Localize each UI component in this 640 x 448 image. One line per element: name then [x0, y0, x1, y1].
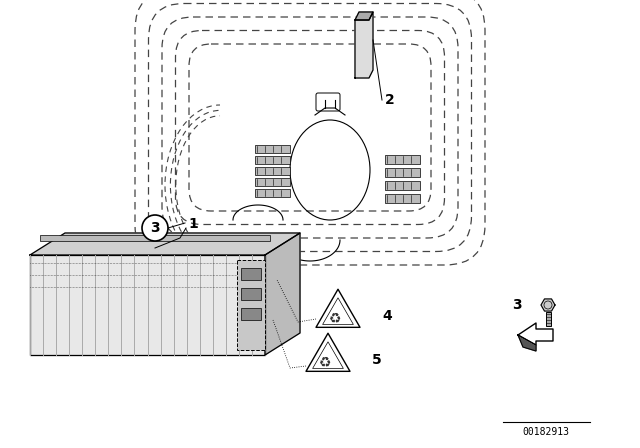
Text: 00182913: 00182913	[522, 427, 570, 437]
Bar	[241, 268, 261, 280]
Polygon shape	[312, 342, 344, 368]
Text: 5: 5	[372, 353, 381, 367]
Bar	[255, 145, 290, 153]
Polygon shape	[323, 298, 353, 324]
Polygon shape	[30, 233, 300, 255]
Text: ♻: ♻	[329, 312, 341, 326]
Bar	[385, 168, 420, 177]
Bar	[385, 155, 420, 164]
Bar	[241, 288, 261, 300]
Bar	[385, 181, 420, 190]
Polygon shape	[541, 299, 555, 311]
Text: 4: 4	[382, 309, 392, 323]
Bar	[385, 194, 420, 203]
Circle shape	[142, 215, 168, 241]
Polygon shape	[306, 333, 350, 371]
Text: ♻: ♻	[319, 356, 332, 370]
Bar	[255, 178, 290, 186]
Bar	[255, 167, 290, 175]
Bar	[255, 156, 290, 164]
Polygon shape	[355, 12, 373, 20]
Polygon shape	[316, 289, 360, 327]
Text: 3: 3	[513, 298, 522, 312]
Polygon shape	[30, 255, 265, 355]
Polygon shape	[518, 335, 536, 351]
Bar	[545, 312, 550, 326]
Polygon shape	[265, 233, 300, 355]
Polygon shape	[355, 12, 373, 78]
Text: 1: 1	[188, 217, 198, 231]
Bar	[255, 189, 290, 197]
Polygon shape	[518, 323, 553, 345]
Bar	[40, 235, 270, 241]
Bar	[237, 260, 265, 350]
Text: 2: 2	[385, 93, 395, 107]
Text: 3: 3	[150, 221, 160, 235]
Bar	[241, 308, 261, 320]
